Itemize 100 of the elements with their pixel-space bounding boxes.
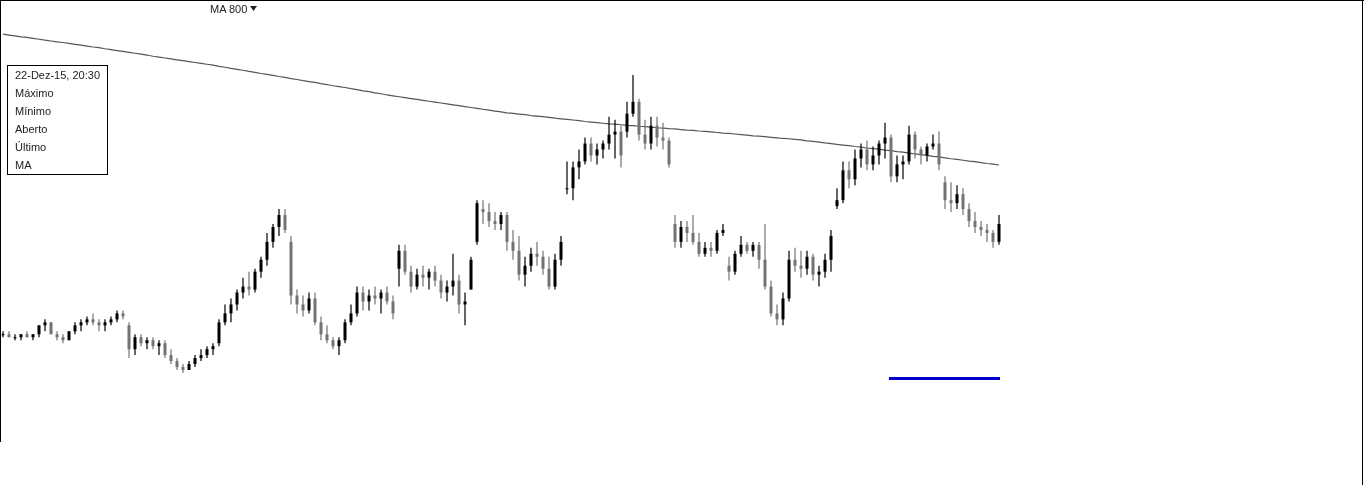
candlestick: [601, 139, 605, 160]
candlestick: [409, 265, 413, 294]
candlestick: [271, 223, 275, 249]
candlestick: [577, 148, 581, 180]
candlestick: [955, 184, 959, 210]
candlestick: [379, 288, 383, 314]
candlestick: [997, 214, 1001, 246]
candlestick: [967, 202, 971, 228]
candlestick: [655, 116, 659, 148]
candlestick: [445, 280, 449, 303]
text: MA 800: [210, 3, 248, 15]
candlestick: [649, 116, 653, 151]
candlestick: [739, 235, 743, 258]
candlestick: [589, 136, 593, 163]
candlestick: [607, 116, 611, 151]
candlestick: [961, 187, 965, 216]
candlestick: [751, 241, 755, 258]
candlestick: [937, 131, 941, 171]
candlestick: [43, 318, 47, 332]
candlestick: [973, 211, 977, 234]
candlestick: [145, 336, 149, 350]
candlestick: [679, 220, 683, 249]
candlestick: [877, 139, 881, 165]
candlestick: [571, 160, 575, 201]
annotation: 22-Dez-15, 20:30: [14, 68, 101, 83]
candlestick: [319, 315, 323, 341]
candlestick: [715, 229, 719, 255]
candlestick: [691, 214, 695, 246]
candlestick: [85, 315, 89, 326]
candlestick: [985, 223, 989, 243]
candlestick: [133, 333, 137, 356]
candlestick: [583, 136, 587, 165]
candlestick: [109, 315, 113, 326]
candlestick: [631, 74, 635, 118]
candlestick: [91, 312, 95, 326]
candlestick: [61, 333, 65, 344]
candlestick: [241, 277, 245, 300]
candlestick: [427, 268, 431, 291]
candlestick: [211, 342, 215, 356]
candlestick: [565, 160, 569, 195]
candlestick: [157, 339, 161, 356]
candlestick: [199, 348, 203, 362]
candlestick: [103, 318, 107, 332]
candlestick: [619, 125, 623, 168]
candlestick: [391, 294, 395, 320]
candlestick: [181, 363, 185, 374]
candlestick: [121, 309, 125, 320]
candlestick: [805, 250, 809, 276]
candlestick: [979, 220, 983, 237]
candlestick: [625, 101, 629, 139]
candlestick: [13, 333, 17, 341]
candlestick: [415, 268, 419, 291]
candlestick: [439, 274, 443, 300]
candlestick: [667, 136, 671, 168]
candlestick: [529, 247, 533, 273]
candlestick: [253, 268, 257, 294]
candlestick: [703, 241, 707, 258]
candlestick: [727, 256, 731, 282]
annotation: Mínimo: [14, 104, 53, 119]
candlestick: [661, 122, 665, 151]
candlestick: [559, 235, 563, 267]
candlestick: [259, 256, 263, 279]
candlestick: [229, 297, 233, 323]
candlestick: [775, 303, 779, 326]
candlestick: [895, 154, 899, 183]
candlestick: [883, 122, 887, 160]
candlestick: [403, 244, 407, 276]
annotation: Último: [14, 140, 48, 155]
candlestick: [913, 131, 917, 160]
candlestick: [757, 241, 761, 270]
candlestick: [721, 223, 725, 237]
candlestick: [457, 274, 461, 314]
candlestick: [943, 175, 947, 210]
candlestick: [817, 265, 821, 288]
candlestick: [493, 211, 497, 231]
candlestick: [55, 330, 59, 341]
candlestick: [685, 220, 689, 243]
candlestick: [217, 318, 221, 347]
candlestick: [97, 318, 101, 332]
candlestick: [673, 214, 677, 249]
candlestick: [247, 271, 251, 297]
candlestick: [511, 229, 515, 261]
candlestick: [901, 154, 905, 180]
candlestick: [349, 303, 353, 326]
candlestick: [433, 265, 437, 288]
candlestick: [283, 208, 287, 234]
candlestick: [223, 303, 227, 326]
candlestick: [793, 247, 797, 273]
candlestick: [643, 119, 647, 151]
candlestick: [463, 291, 467, 326]
candlestick: [277, 208, 281, 237]
candlestick: [829, 229, 833, 273]
candlestick: [847, 160, 851, 189]
candlestick: [853, 148, 857, 186]
candlestick: [127, 321, 131, 359]
candlestick: [697, 232, 701, 258]
annotation: MA: [14, 158, 33, 173]
candlestick: [949, 181, 953, 213]
candlestick: [865, 139, 869, 171]
annotation: Máximo: [14, 86, 55, 101]
